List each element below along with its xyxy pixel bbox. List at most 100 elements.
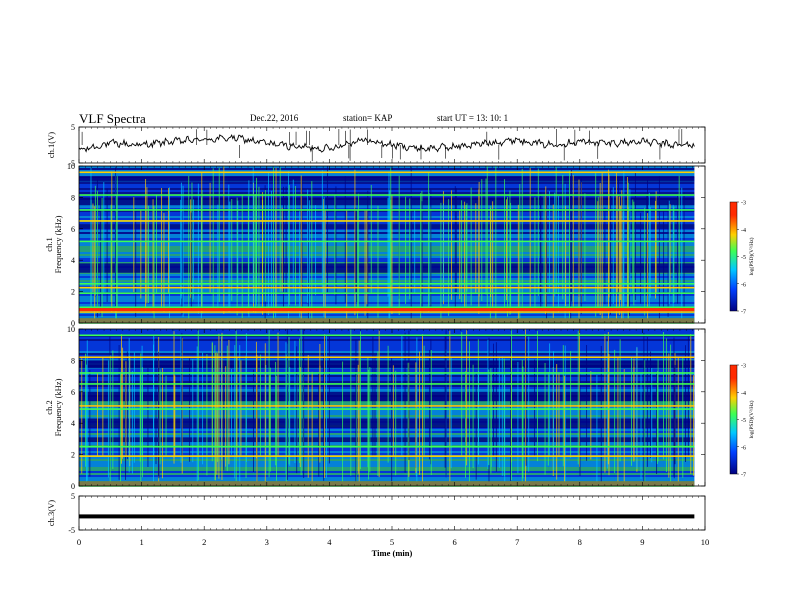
sferic-streak — [223, 367, 225, 471]
y-tick-label: 6 — [71, 225, 75, 234]
sferic-streak — [404, 332, 406, 473]
y-axis-label: Frequency (kHz) — [53, 378, 63, 436]
sferic-streak — [478, 189, 480, 314]
sferic-streak — [553, 351, 554, 470]
ch1-signal-line — [78, 133, 695, 153]
sferic-streak — [450, 357, 452, 469]
sferic-streak — [408, 330, 410, 461]
sferic-streak — [390, 199, 392, 307]
spectrogram-band — [79, 254, 695, 256]
sferic-streak — [360, 331, 361, 470]
narrowband-line — [79, 408, 695, 410]
sferic-streak — [223, 166, 225, 314]
sferic-streak — [247, 196, 249, 314]
spectrogram-band — [79, 188, 695, 190]
sferic-streak — [570, 178, 572, 321]
sferic-streak — [181, 207, 183, 315]
spectrogram-band — [79, 463, 695, 465]
sferic-streak — [94, 206, 96, 320]
y-axis-label: ch.1 — [44, 237, 54, 251]
sferic-streak — [568, 170, 570, 322]
sferic-streak — [214, 345, 216, 480]
colorbar-ch1 — [729, 201, 738, 312]
sferic-streak — [670, 344, 672, 485]
sferic-streak — [231, 198, 233, 301]
sferic-streak — [534, 197, 536, 312]
colorbar-tick-label: -4 — [741, 228, 746, 234]
sferic-streak — [430, 189, 432, 312]
sferic-streak — [228, 339, 230, 465]
sferic-streak — [565, 205, 567, 306]
sferic-streak — [672, 204, 674, 307]
spectrogram-band — [79, 232, 695, 234]
sferic-streak — [599, 183, 601, 316]
sferic-streak — [580, 178, 582, 315]
sferic-streak — [377, 205, 379, 318]
spectrogram-band — [79, 168, 695, 170]
sferic-streak — [517, 204, 519, 320]
sferic-streak — [387, 345, 389, 463]
sferic-streak — [640, 373, 642, 479]
sferic-streak — [173, 331, 175, 464]
spectrogram-band — [79, 218, 695, 220]
sferic-streak — [543, 196, 545, 310]
sferic-streak — [534, 359, 536, 456]
sferic-streak — [190, 212, 192, 311]
sferic-streak — [357, 364, 359, 474]
sferic-streak — [478, 371, 480, 465]
sferic-streak — [678, 175, 680, 293]
sferic-streak — [420, 193, 422, 320]
sferic-streak — [608, 174, 610, 298]
sferic-streak — [490, 372, 492, 467]
sferic-streak — [147, 205, 149, 303]
sferic-streak — [355, 207, 357, 294]
sferic-streak — [421, 201, 423, 314]
dc-band — [79, 318, 695, 323]
sferic-streak — [255, 341, 257, 459]
narrowband-line — [79, 209, 695, 211]
sferic-streak — [617, 357, 619, 486]
sferic-streak — [307, 355, 309, 478]
quiet-band — [79, 197, 695, 206]
sferic-streak — [492, 343, 494, 457]
sferic-streak — [623, 170, 625, 307]
sferic-streak — [328, 336, 330, 464]
narrowband-line — [79, 334, 695, 337]
narrowband-line — [79, 240, 695, 243]
sferic-streak — [147, 367, 149, 467]
sferic-streak — [129, 355, 131, 467]
spectrogram-band — [79, 467, 695, 469]
sferic-streak — [367, 190, 369, 319]
spectrogram-band — [79, 214, 695, 216]
sferic-streak — [120, 374, 121, 482]
spectrogram-band — [79, 473, 695, 475]
sferic-streak — [669, 204, 671, 293]
sferic-streak — [470, 187, 472, 306]
spectrogram-band — [79, 216, 695, 218]
y-axis-label: ch.3(V) — [46, 500, 56, 526]
sferic-streak — [145, 178, 147, 312]
spectrogram-band — [79, 417, 695, 419]
quiet-band — [79, 418, 695, 428]
sferic-streak — [255, 193, 257, 314]
sferic-streak — [391, 357, 393, 483]
sferic-streak — [606, 341, 608, 469]
spectrogram-band — [79, 314, 695, 316]
sferic-streak — [684, 345, 686, 463]
sferic-streak — [618, 179, 619, 293]
spectrogram-band — [79, 475, 695, 477]
spectrogram-band — [79, 166, 695, 168]
sferic-streak — [646, 195, 648, 296]
sferic-streak — [372, 336, 374, 458]
colorbar-ch2 — [729, 364, 738, 475]
sferic-streak — [118, 344, 120, 480]
ch1-spectrogram-image — [79, 166, 695, 324]
sferic-streak — [169, 187, 170, 319]
sferic-streak — [465, 370, 466, 478]
sferic-streak — [211, 341, 213, 462]
sferic-streak — [265, 364, 267, 475]
spectrogram-band — [79, 242, 695, 244]
sferic-streak — [448, 199, 450, 316]
sferic-streak — [281, 207, 283, 292]
spectrogram-band — [79, 256, 695, 258]
